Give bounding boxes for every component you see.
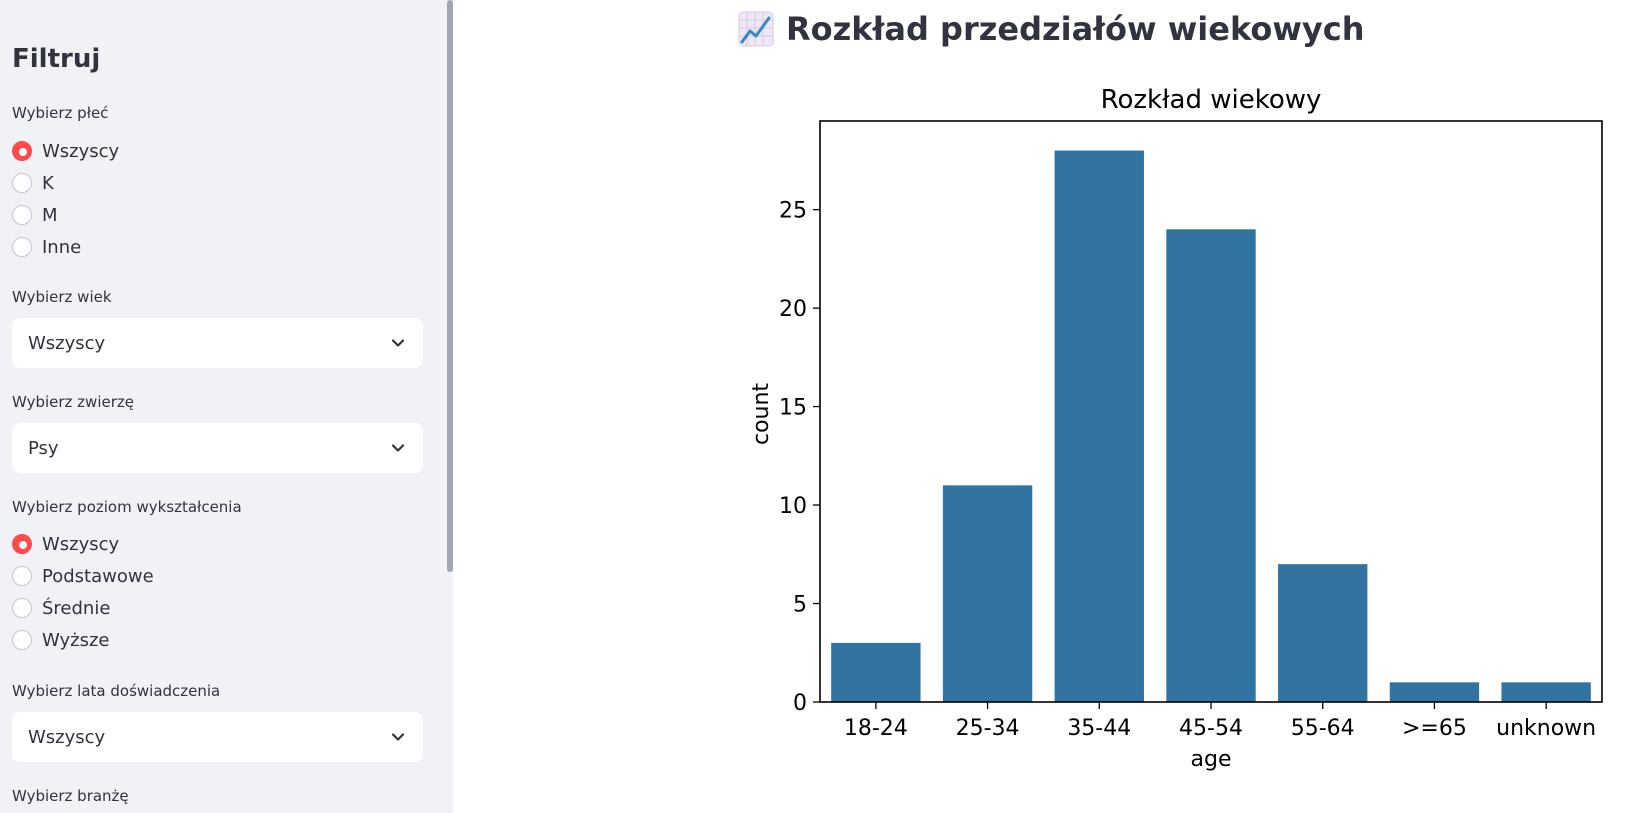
chart-plot-frame bbox=[819, 120, 1603, 703]
gender-label: Wybierz płeć bbox=[12, 104, 109, 122]
chart-y-axis-label: count bbox=[749, 383, 774, 445]
radio-unselected-icon bbox=[12, 237, 32, 257]
education-option-label: Wyższe bbox=[42, 629, 110, 651]
animal-select-value: Psy bbox=[28, 437, 59, 459]
age-select-value: Wszyscy bbox=[28, 332, 106, 354]
education-option-label: Wszyscy bbox=[42, 533, 120, 555]
gender-option-label: K bbox=[42, 172, 54, 194]
radio-selected-icon bbox=[12, 534, 32, 554]
chart-bar bbox=[1054, 150, 1144, 703]
sidebar: Filtruj Wybierz płeć Wszyscy K M Inne Wy… bbox=[0, 0, 453, 813]
y-tick-label: 0 bbox=[793, 691, 807, 716]
x-tick-label: 25-34 bbox=[956, 716, 1020, 741]
chart-increasing-icon bbox=[738, 11, 774, 47]
education-option-label: Podstawowe bbox=[42, 565, 154, 587]
page-title: Rozkład przedziałów wiekowych bbox=[738, 10, 1365, 48]
gender-option-label: Wszyscy bbox=[42, 140, 120, 162]
sidebar-scrollbar[interactable] bbox=[447, 0, 453, 572]
education-label: Wybierz poziom wykształcenia bbox=[12, 498, 242, 516]
animal-label: Wybierz zwierzę bbox=[12, 393, 134, 411]
chart-bar bbox=[1389, 682, 1480, 702]
education-option-secondary[interactable]: Średnie bbox=[12, 596, 110, 620]
chart-bar bbox=[1278, 564, 1368, 702]
chart-bar bbox=[1501, 682, 1591, 702]
radio-selected-icon bbox=[12, 141, 32, 161]
y-tick-label: 10 bbox=[779, 494, 807, 519]
y-tick-label: 15 bbox=[779, 396, 807, 421]
chart-x-axis-label: age bbox=[1191, 747, 1232, 772]
chevron-down-icon bbox=[391, 339, 405, 347]
radio-unselected-icon bbox=[12, 630, 32, 650]
experience-label: Wybierz lata doświadczenia bbox=[12, 682, 221, 700]
x-tick-label: 45-54 bbox=[1179, 716, 1243, 741]
experience-select[interactable]: Wszyscy bbox=[12, 712, 423, 762]
gender-option-k[interactable]: K bbox=[12, 171, 54, 195]
animal-select[interactable]: Psy bbox=[12, 423, 423, 473]
education-option-all[interactable]: Wszyscy bbox=[12, 532, 119, 556]
chart-title: Rozkład wiekowy bbox=[1101, 85, 1322, 115]
age-label: Wybierz wiek bbox=[12, 288, 112, 306]
page-title-text: Rozkład przedziałów wiekowych bbox=[786, 10, 1365, 48]
experience-select-value: Wszyscy bbox=[28, 726, 106, 748]
chart-bar bbox=[942, 485, 1033, 702]
gender-option-label: M bbox=[42, 204, 58, 226]
x-tick-label: unknown bbox=[1496, 716, 1596, 741]
chart-bar bbox=[831, 642, 921, 702]
chart-bar bbox=[1166, 229, 1256, 703]
age-select[interactable]: Wszyscy bbox=[12, 318, 423, 368]
x-tick-label: 35-44 bbox=[1067, 716, 1131, 741]
x-tick-label: 18-24 bbox=[844, 716, 908, 741]
chevron-down-icon bbox=[391, 733, 405, 741]
industry-label: Wybierz branżę bbox=[12, 787, 129, 805]
x-tick-label: 55-64 bbox=[1291, 716, 1355, 741]
y-tick-label: 20 bbox=[779, 297, 807, 322]
sidebar-title: Filtruj bbox=[12, 44, 101, 74]
education-option-label: Średnie bbox=[42, 597, 111, 619]
radio-unselected-icon bbox=[12, 173, 32, 193]
radio-unselected-icon bbox=[12, 205, 32, 225]
x-tick-label: >=65 bbox=[1402, 716, 1467, 741]
radio-unselected-icon bbox=[12, 566, 32, 586]
radio-unselected-icon bbox=[12, 598, 32, 618]
y-tick-label: 5 bbox=[793, 593, 807, 618]
education-option-higher[interactable]: Wyższe bbox=[12, 628, 109, 652]
gender-option-m[interactable]: M bbox=[12, 203, 58, 227]
gender-option-all[interactable]: Wszyscy bbox=[12, 139, 119, 163]
chevron-down-icon bbox=[391, 444, 405, 452]
y-tick-label: 25 bbox=[779, 199, 807, 224]
education-option-primary[interactable]: Podstawowe bbox=[12, 564, 154, 588]
gender-option-other[interactable]: Inne bbox=[12, 235, 81, 259]
gender-option-label: Inne bbox=[42, 236, 82, 258]
